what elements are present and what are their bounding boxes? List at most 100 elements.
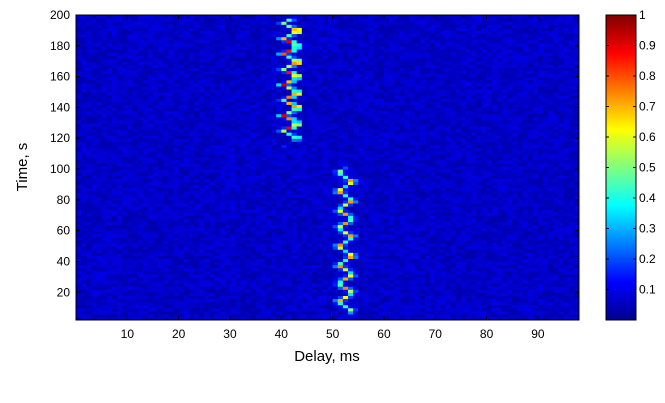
heatmap-cell [430,255,436,259]
heatmap-cell [260,227,267,232]
heatmap-cell [455,283,462,287]
heatmap-cell [455,313,462,318]
heatmap-cell [96,193,103,198]
heatmap-cell [471,292,477,296]
heatmap-cell [86,246,92,250]
heatmap-cell [301,258,308,263]
heatmap-cell [522,283,529,287]
heatmap-cell [399,295,406,300]
heatmap-cell [250,224,257,229]
heatmap-cell [281,218,288,223]
heatmap-cell [383,239,390,244]
heatmap-cell [199,206,205,210]
heatmap-cell [543,273,549,278]
heatmap-cell [281,215,288,219]
heatmap-cell [194,212,200,216]
heatmap-cell [209,212,216,216]
heatmap-cell [455,209,462,213]
heatmap-cell [327,215,334,219]
heatmap-cell [188,286,195,290]
heatmap-cell [471,283,477,287]
heatmap-cell [296,209,303,213]
heatmap-cell [383,249,390,253]
heatmap-cell [86,255,92,259]
heatmap-cell [435,316,442,320]
heatmap-cell [409,276,416,281]
heatmap-cell [502,193,508,198]
heatmap-cell [286,295,293,300]
heatmap-cell [178,316,185,320]
heatmap-cell [188,301,195,306]
heatmap-cell [101,209,108,213]
heatmap-cell [188,292,195,296]
heatmap-cell [471,230,477,235]
heatmap-cell [358,273,365,278]
heatmap-cell [373,286,380,290]
heatmap-cell [219,252,226,256]
heatmap-cell [86,286,92,290]
heatmap-cell [368,202,375,207]
heatmap-cell [229,264,236,269]
heatmap-cell [491,283,498,287]
heatmap-cell [327,295,334,300]
heatmap-cell [158,292,164,296]
heatmap-cell [163,273,169,278]
heatmap-cell [512,236,519,241]
heatmap-cell [260,255,267,259]
heatmap-cell [522,273,529,278]
heatmap-cell [199,261,205,266]
heatmap-cell [168,310,175,315]
heatmap-cell [91,218,98,223]
heatmap-cell [358,193,365,198]
heatmap-cell [450,190,457,195]
heatmap-cell [358,190,365,195]
heatmap-cell [209,267,216,272]
heatmap-cell [435,283,442,287]
heatmap-cell [250,196,257,201]
heatmap-cell [286,264,293,269]
heatmap-cell [219,230,226,235]
heatmap-cell [378,310,385,315]
heatmap-cell [445,292,452,296]
heatmap-cell [455,252,462,256]
heatmap-cell [163,230,169,235]
heatmap-cell [476,316,483,320]
heatmap-cell [358,196,365,201]
heatmap-cell [512,310,519,315]
heatmap-cell [158,252,164,256]
heatmap-cell [322,221,329,226]
heatmap-cell [527,292,534,296]
heatmap-cell [548,316,554,320]
heatmap-cell [245,202,252,207]
heatmap-cell [563,230,570,235]
heatmap-cell [286,196,293,201]
heatmap-cell [537,193,544,198]
heatmap-cell [173,230,180,235]
heatmap-cell [337,295,344,300]
heatmap-cell [486,304,493,309]
heatmap-cell [404,270,411,275]
heatmap-cell [476,252,483,256]
heatmap-cell [214,196,221,201]
heatmap-cell [173,279,180,284]
heatmap-cell [291,221,298,226]
heatmap-cell [76,310,82,315]
heatmap-cell [76,286,82,290]
heatmap-cell [271,258,277,263]
heatmap-cell [404,249,411,253]
heatmap-cell [460,236,467,241]
heatmap-cell [229,187,236,192]
heatmap-cell [512,246,519,250]
heatmap-cell [276,233,282,238]
heatmap-cell [204,215,211,219]
heatmap-cell [568,286,575,290]
heatmap-cell [111,252,118,256]
heatmap-cell [204,283,211,287]
heatmap-cell [81,283,87,287]
heatmap-cell [373,313,380,318]
heatmap-cell [271,301,277,306]
heatmap-cell [214,209,221,213]
heatmap-cell [306,196,313,201]
heatmap-cell [543,199,549,204]
heatmap-cell [255,218,262,223]
